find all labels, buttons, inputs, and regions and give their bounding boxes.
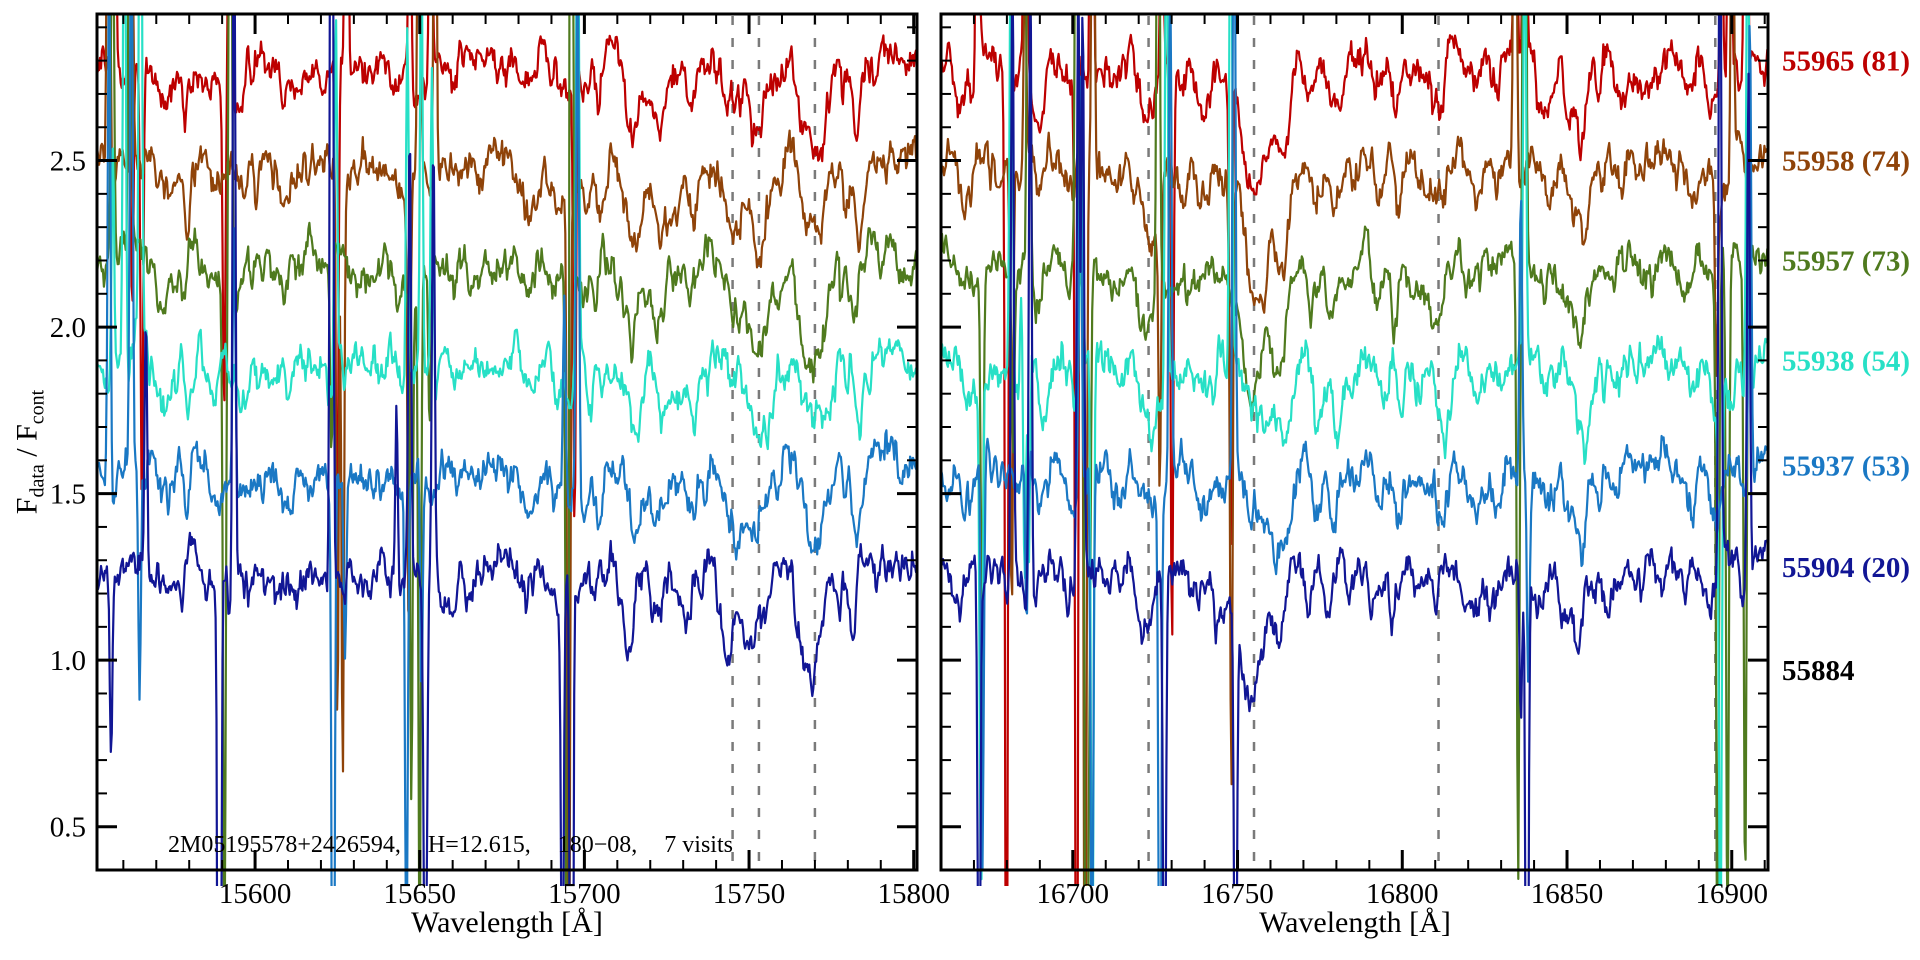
x-tick-label: 15600 xyxy=(219,878,292,910)
x-tick-label: 16700 xyxy=(1037,878,1110,910)
x-tick-label: 16800 xyxy=(1366,878,1439,910)
epoch-label: 55958 (74) xyxy=(1782,146,1910,178)
y-axis-label: Fdata / Fcont xyxy=(10,389,49,515)
epoch-label: 55938 (54) xyxy=(1782,345,1910,377)
y-tick-label: 2.0 xyxy=(50,312,86,344)
epoch-label: 55884 xyxy=(1782,655,1855,687)
target-annotation: 2M05195578+2426594, H=12.615, 180−08, 7 vis… xyxy=(168,832,760,859)
target-id: 2M05195578+2426594, xyxy=(168,832,401,858)
epoch-label: 55937 (53) xyxy=(1782,450,1910,482)
h-magnitude: H=12.615, xyxy=(427,832,531,858)
panel-curves xyxy=(97,14,917,886)
x-axis-label-right: Wavelength [Å] xyxy=(1259,906,1451,939)
y-tick-label: 1.0 xyxy=(50,645,86,677)
epoch-label: 55904 (20) xyxy=(1782,552,1910,584)
panel-frame: 15600 15650 15700 15750 15800 xyxy=(95,12,950,910)
x-tick-label: 15700 xyxy=(548,878,621,910)
epoch-label: 55957 (73) xyxy=(1782,245,1910,277)
spectrum-curve xyxy=(941,14,1768,886)
spectrum-curve xyxy=(97,14,917,886)
epoch-label: 55965 (81) xyxy=(1782,46,1910,78)
y-tick-label: 1.5 xyxy=(50,479,86,511)
x-tick-label: 16850 xyxy=(1531,878,1604,910)
y-tick-label: 0.5 xyxy=(50,812,86,844)
x-tick-label: 16750 xyxy=(1201,878,1274,910)
spectrum-curve xyxy=(941,14,1768,886)
x-tick-label: 15650 xyxy=(383,878,456,910)
spectrum-curve xyxy=(941,14,1768,886)
panel-curves xyxy=(941,14,1768,886)
visit-count: 7 visits xyxy=(664,832,733,858)
field-id: 180−08, xyxy=(557,832,638,858)
x-axis-label-left: Wavelength [Å] xyxy=(411,906,603,939)
panel-frame: 16700 16750 16800 16850 16900 xyxy=(939,12,1770,910)
x-tick-label: 15750 xyxy=(713,878,786,910)
spectrum-curve xyxy=(97,14,917,451)
x-tick-label: 15800 xyxy=(877,878,950,910)
x-tick-label: 16900 xyxy=(1696,878,1769,910)
spectrum-curve xyxy=(97,14,917,886)
y-tick-label: 2.5 xyxy=(50,146,86,178)
